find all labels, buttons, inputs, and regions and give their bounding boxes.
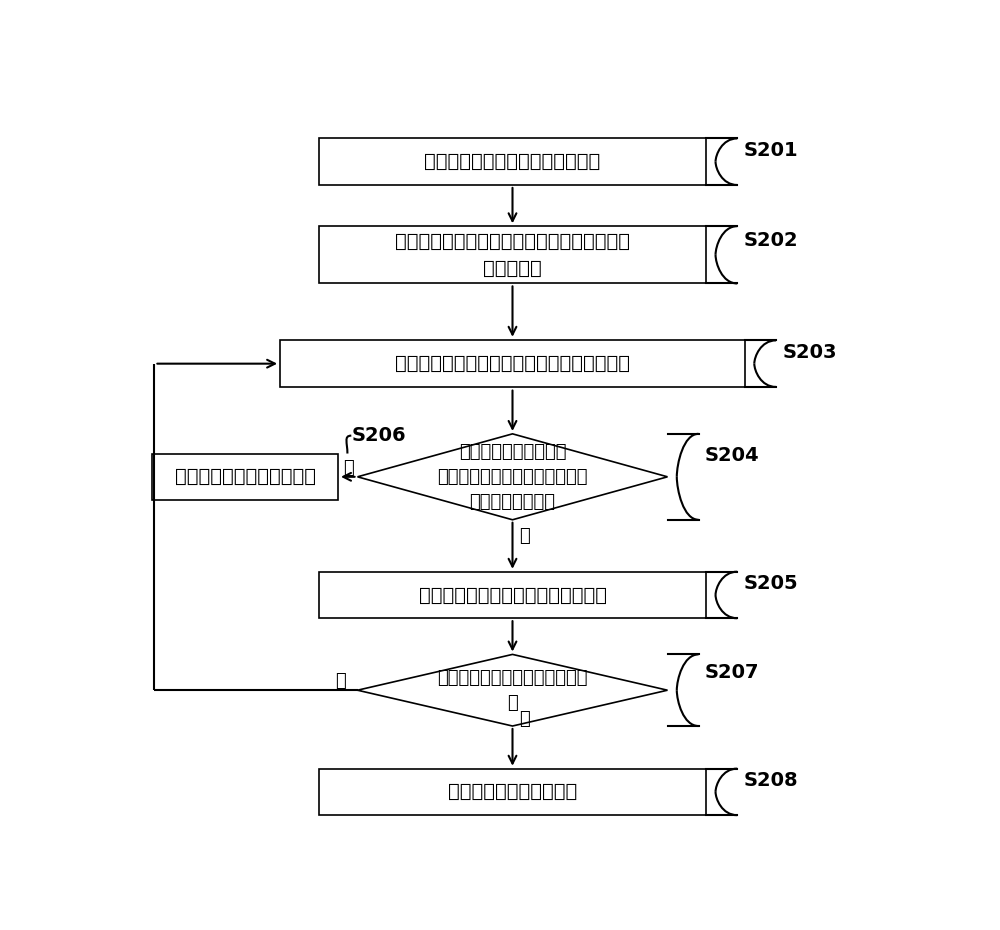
FancyBboxPatch shape [319,572,706,618]
FancyBboxPatch shape [152,454,338,500]
Polygon shape [358,655,668,726]
Text: 是: 是 [519,526,530,545]
Text: 判断空调器是否满足化霜退出条
件: 判断空调器是否满足化霜退出条 件 [437,669,588,711]
FancyBboxPatch shape [319,768,706,816]
FancyBboxPatch shape [280,340,745,387]
Text: 判断压缩机当前的吸气
过热度是否在预设时间内持续大
于等于过热度阈值: 判断压缩机当前的吸气 过热度是否在预设时间内持续大 于等于过热度阈值 [437,443,588,511]
Text: 控制压缩机的运行频率升高预设频率: 控制压缩机的运行频率升高预设频率 [418,586,606,604]
Text: 否: 否 [343,458,354,476]
Text: S203: S203 [782,342,837,362]
Text: S205: S205 [743,574,798,592]
Text: 维持压缩机当前的运行频率: 维持压缩机当前的运行频率 [175,467,316,486]
Text: 否: 否 [335,671,346,690]
Text: 控制空调器退出化霜模式: 控制空调器退出化霜模式 [448,782,577,802]
Text: 当检测出满足进入化霜条件时，控制空调器进
入化霜模式: 当检测出满足进入化霜条件时，控制空调器进 入化霜模式 [395,232,630,277]
Polygon shape [358,433,668,520]
Text: 检测空调器是否满足进入化霜条件: 检测空调器是否满足进入化霜条件 [424,153,601,171]
Text: S202: S202 [743,231,798,250]
Text: S204: S204 [705,445,759,465]
Text: S206: S206 [351,426,406,445]
Text: S207: S207 [705,663,759,682]
Text: S208: S208 [743,771,798,790]
Text: S201: S201 [743,140,798,160]
FancyBboxPatch shape [319,226,706,284]
Text: 在化霜模式下，检测压缩机当前的吸气过热度: 在化霜模式下，检测压缩机当前的吸气过热度 [395,354,630,373]
Text: 是: 是 [519,710,530,728]
FancyBboxPatch shape [319,139,706,185]
